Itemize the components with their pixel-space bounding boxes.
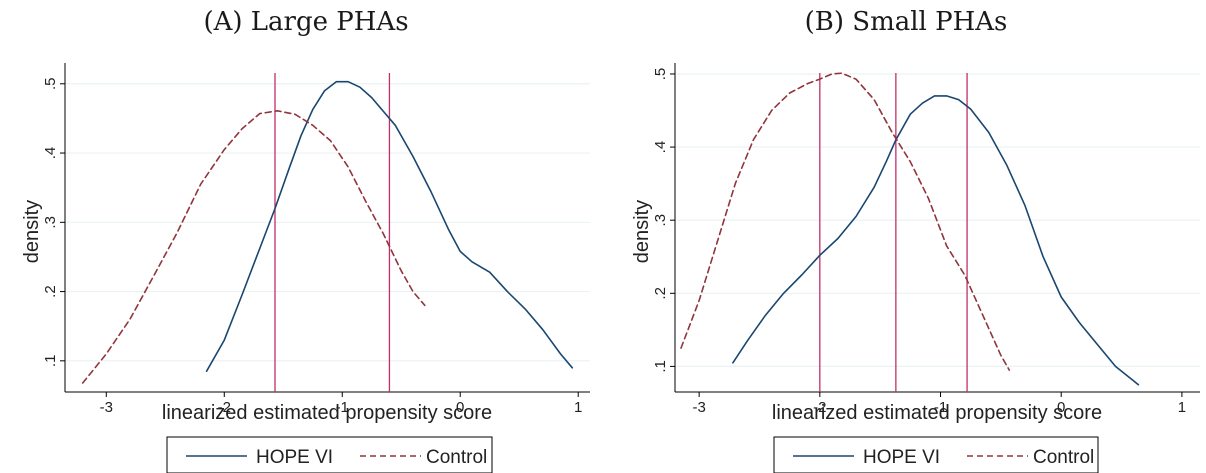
x-axis-title: linearized estimated propensity score: [162, 402, 492, 424]
legend-label-hope-vi: HOPE VI: [863, 447, 940, 468]
x-tick-label: -3: [100, 399, 113, 416]
y-tick-label: .2: [42, 285, 59, 298]
chart-panel-a: (A) Large PHAs .1 .2 .3 .4 .5 -3 -2 -1 0 1 lineariz…: [21, 7, 590, 473]
y-tick-label: .1: [652, 360, 669, 373]
x-tick-label: -2: [218, 399, 231, 416]
y-tick-label: .3: [652, 214, 669, 227]
x-tick-label: -1: [934, 399, 947, 416]
chart-panel-b: (B) Small PHAs .1 .2 .3 .4 .5 -3 -2 -1 0 1 lineariz…: [631, 7, 1200, 473]
y-tick-label: .5: [652, 68, 669, 81]
series-line-control: [81, 110, 426, 384]
y-tick-label: .5: [42, 78, 59, 91]
y-tick-label: .3: [42, 216, 59, 229]
x-tick-label: -1: [336, 399, 349, 416]
panel-title: (B) Small PHAs: [805, 7, 1008, 37]
y-axis-title: density: [21, 200, 43, 263]
legend-label-hope-vi: HOPE VI: [256, 447, 333, 468]
series-line-control: [680, 72, 1011, 371]
x-tick-label: -3: [692, 399, 705, 416]
panel-title: (A) Large PHAs: [203, 7, 408, 37]
y-axis-title: density: [631, 200, 653, 263]
legend: HOPE VI Control: [166, 436, 493, 473]
y-tick-label: .4: [42, 147, 59, 160]
x-tick-label: -2: [813, 399, 826, 416]
y-tick-label: .2: [652, 287, 669, 300]
legend: HOPE VI Control: [773, 436, 1099, 473]
series-line-hope-vi: [205, 80, 574, 373]
legend-label-control: Control: [1033, 447, 1094, 468]
x-tick-label: 1: [1178, 399, 1186, 416]
y-tick-label: .1: [42, 355, 59, 368]
legend-box: [166, 436, 493, 473]
series-line-hope-vi: [732, 95, 1140, 386]
x-tick-label: 0: [456, 399, 464, 416]
legend-box: [773, 436, 1099, 473]
x-axis-title: linearized estimated propensity score: [772, 402, 1102, 424]
x-tick-label: 0: [1057, 399, 1065, 416]
legend-label-control: Control: [426, 447, 487, 468]
y-tick-label: .4: [652, 141, 669, 154]
x-tick-label: 1: [574, 399, 582, 416]
